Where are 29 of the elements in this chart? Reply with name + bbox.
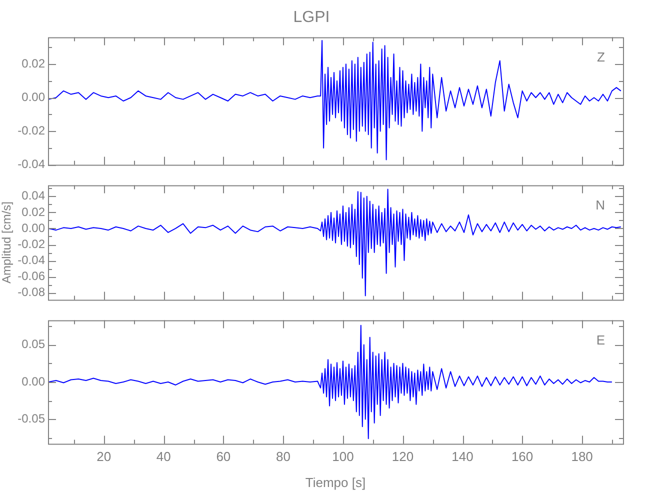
y-tick-label: 0.05 (22, 337, 46, 352)
x-tick-label: 100 (332, 449, 354, 464)
x-tick-label: 40 (156, 449, 171, 464)
chart-title: LGPI (293, 9, 330, 26)
y-tick-label: 0.04 (22, 188, 46, 203)
x-tick-label: 60 (216, 449, 231, 464)
y-tick-label: 0.02 (22, 56, 46, 70)
x-tick-label: 120 (392, 449, 414, 464)
y-axis-title: Amplitud [cm/s] (0, 201, 14, 284)
y-tick-label: -0.04 (18, 157, 46, 172)
x-axis-title: Tiempo [s] (305, 474, 366, 490)
y-tick-label: -0.02 (18, 236, 46, 251)
y-tick-label: -0.05 (18, 412, 46, 426)
y-tick-label: 0.00 (22, 220, 46, 235)
annotation: N (596, 197, 605, 212)
x-tick-label: 140 (452, 449, 474, 464)
y-tick-label: -0.04 (18, 252, 46, 267)
x-tick-label: 180 (571, 449, 593, 464)
y-tick-label: -0.06 (18, 268, 46, 283)
x-tick-label: 80 (276, 449, 290, 464)
annotation: Z (597, 49, 606, 64)
x-tick-label: 160 (511, 449, 534, 464)
y-tick-label: 0.02 (22, 204, 46, 219)
y-tick-label: -0.08 (18, 284, 46, 299)
x-tick-label: 20 (96, 449, 112, 464)
y-tick-label: 0.00 (22, 374, 46, 388)
y-tick-label: -0.02 (18, 124, 46, 138)
y-tick-label: 0.00 (22, 90, 46, 104)
annotation: E (596, 332, 606, 348)
